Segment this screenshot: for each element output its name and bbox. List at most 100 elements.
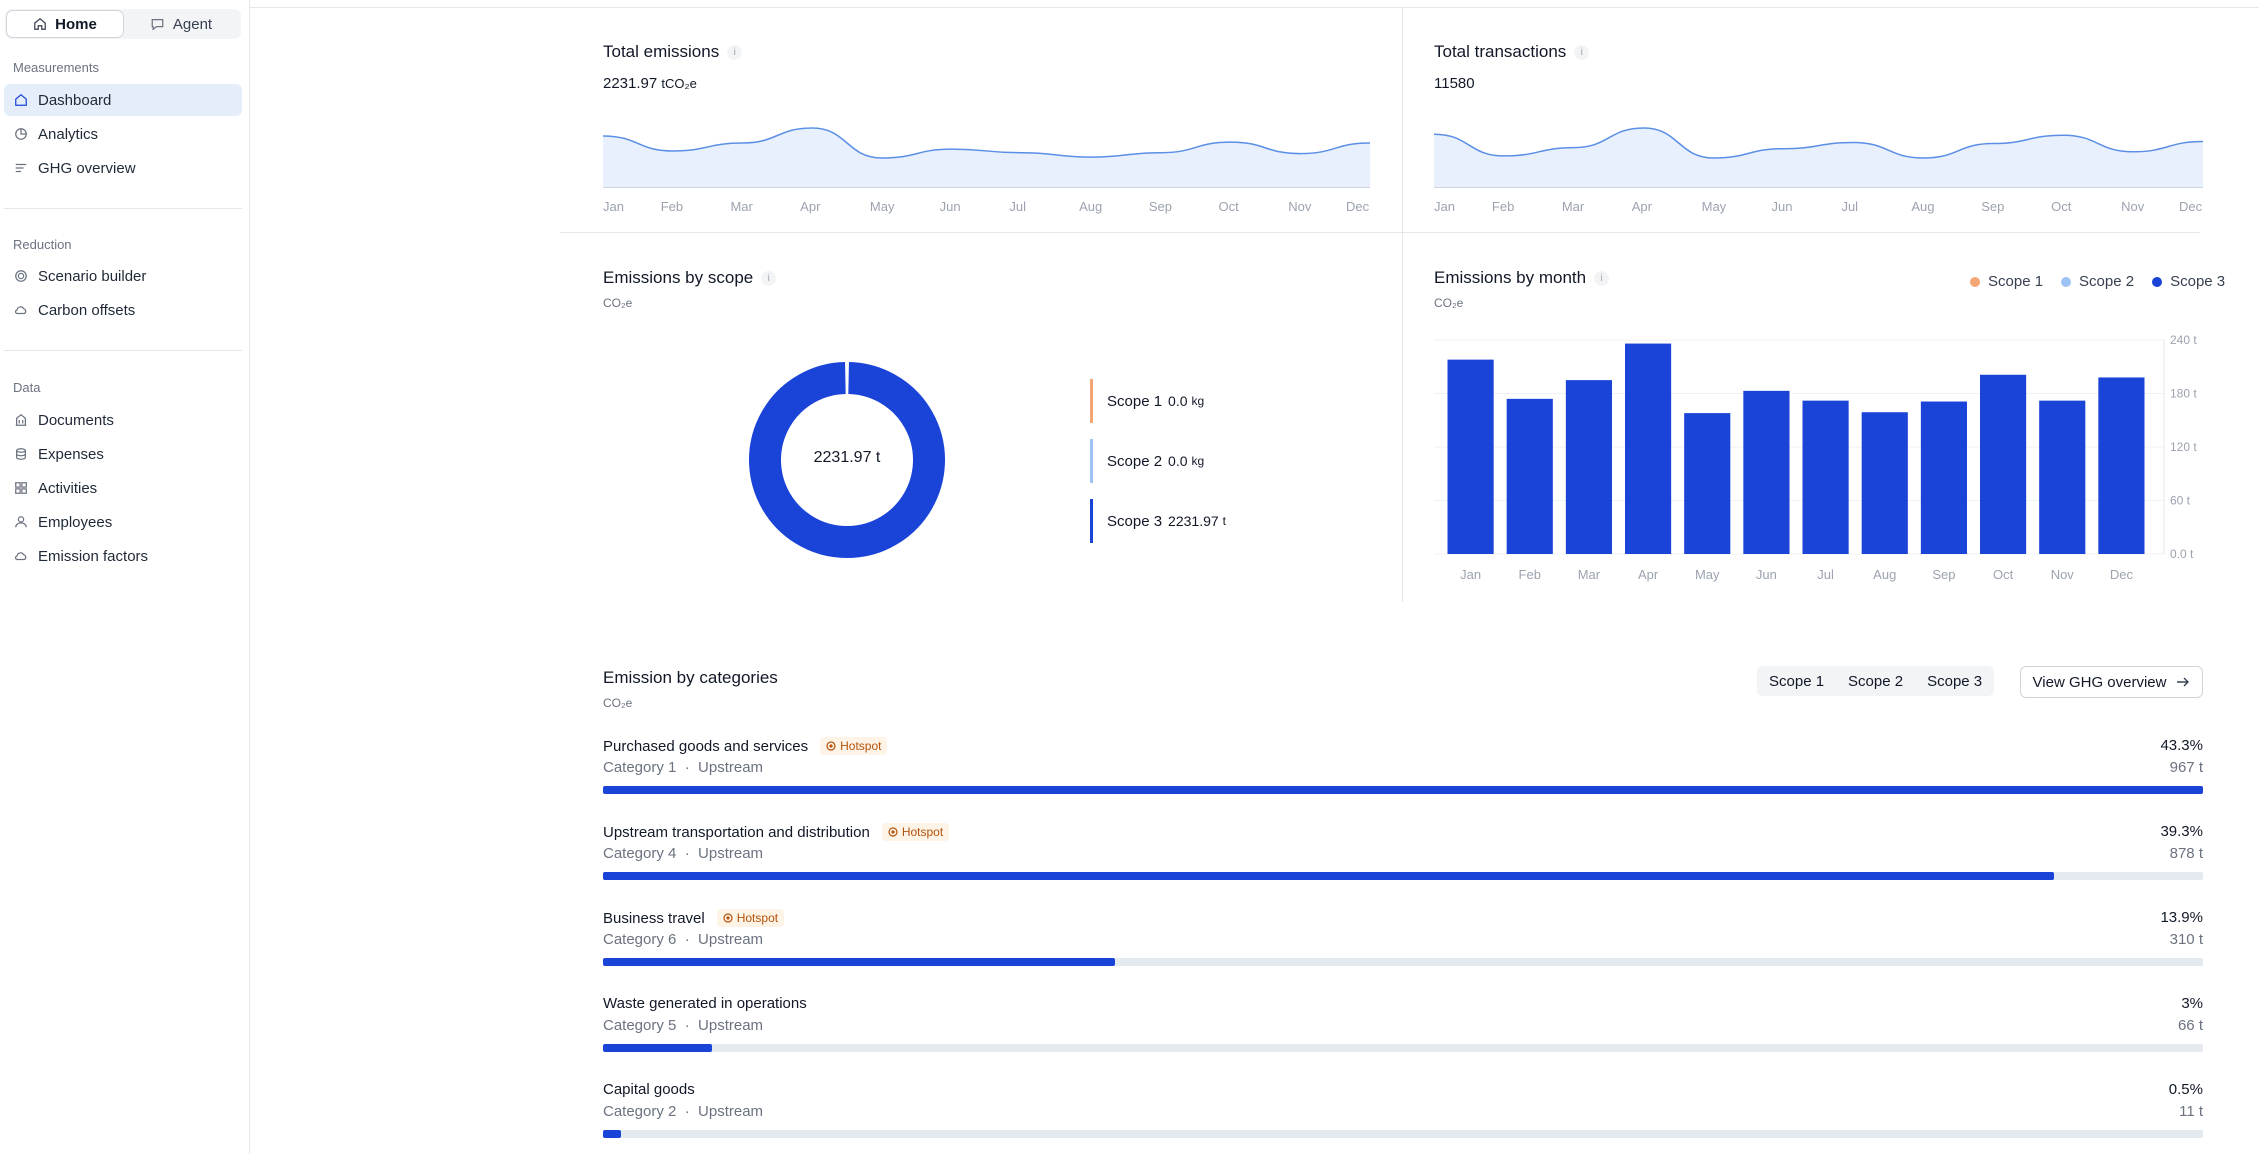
scope-legend-item: Scope 3 2231.97 t — [1090, 499, 1226, 543]
scope-color-bar — [1090, 379, 1093, 423]
section-title-data: Data — [13, 380, 41, 395]
y-tick-label: 60 t — [2170, 494, 2191, 508]
month-bar[interactable] — [1743, 390, 1790, 554]
x-tick-label: Apr — [1638, 567, 1659, 582]
area-fill — [603, 128, 1370, 188]
month-tick-label: Jun — [939, 199, 961, 214]
total-emissions-value: 2231.97 tCO₂e — [603, 75, 697, 92]
sidebar-item-dashboard[interactable]: Dashboard — [4, 84, 242, 116]
section-title-measurements: Measurements — [13, 60, 99, 75]
x-tick-label: May — [1695, 567, 1720, 582]
month-tick-label: Nov — [2121, 199, 2145, 214]
sidebar-item-expenses[interactable]: Expenses — [4, 438, 242, 470]
month-bar[interactable] — [1625, 343, 1672, 554]
category-row[interactable]: Purchased goods and services Hotspot Categ… — [603, 737, 2203, 817]
home-tab[interactable]: Home — [7, 11, 123, 37]
target-icon — [15, 270, 27, 282]
x-tick-label: Feb — [1519, 567, 1541, 582]
area-line — [603, 127, 1370, 159]
info-icon[interactable]: i — [761, 270, 777, 286]
month-bar[interactable] — [1861, 412, 1908, 554]
chart-pie-icon — [15, 128, 27, 140]
sidebar-item-documents[interactable]: Documents — [4, 404, 242, 436]
sidebar-divider — [4, 350, 242, 351]
filter-scope-3[interactable]: Scope 3 — [1927, 672, 1983, 690]
category-name: Capital goods — [603, 1081, 695, 1098]
month-bar[interactable] — [1684, 413, 1731, 554]
category-row[interactable]: Business travel Hotspot Category 6 · Upstr… — [603, 909, 2203, 989]
scope-filter-group: Scope 1 Scope 2 Scope 3 — [1757, 666, 1995, 696]
filter-scope-1[interactable]: Scope 1 — [1769, 672, 1825, 690]
home-icon — [15, 93, 27, 106]
scope-label: Scope 3 — [1107, 512, 1163, 530]
category-meta: Category 2 · Upstream — [603, 1103, 764, 1120]
emissions-by-scope-title: Emissions by scope i — [603, 268, 777, 288]
scope-unit: t — [1222, 514, 1226, 528]
month-tick-label: Aug — [1911, 199, 1935, 214]
sidebar-item-analytics[interactable]: Analytics — [4, 118, 242, 150]
card-title: Emissions by scope — [603, 268, 754, 287]
card-title: Emissions by month — [1434, 268, 1587, 287]
category-name-text: Purchased goods and services — [603, 737, 809, 755]
category-name-text: Waste generated in operations — [603, 995, 807, 1012]
info-icon[interactable]: i — [1574, 44, 1590, 60]
month-bar[interactable] — [1802, 400, 1849, 554]
month-bar[interactable] — [1980, 374, 2027, 554]
category-percent: 39.3% — [2160, 823, 2203, 840]
x-tick-label: Jun — [1756, 567, 1777, 582]
chat-icon — [151, 19, 164, 31]
view-ghg-overview-label: View GHG overview — [2032, 673, 2167, 691]
y-tick-label: 180 t — [2170, 387, 2197, 401]
total-emissions-title: Total emissions i — [603, 42, 743, 62]
x-tick-label: Mar — [1578, 567, 1601, 582]
info-icon[interactable]: i — [1594, 270, 1610, 286]
month-bar[interactable] — [1447, 359, 1494, 554]
header-divider — [250, 7, 2259, 8]
month-bar[interactable] — [1920, 401, 1967, 554]
sidebar-item-employees[interactable]: Employees — [4, 506, 242, 538]
column-divider — [1402, 8, 1403, 602]
x-tick-label: Nov — [2051, 567, 2075, 582]
filter-scope-2[interactable]: Scope 2 — [1848, 672, 1904, 690]
category-progress-fill — [603, 1130, 621, 1138]
donut-slice[interactable] — [749, 362, 945, 558]
donut-center-label: 2231.97 t — [813, 449, 881, 466]
sidebar-item-ghg-overview[interactable]: GHG overview — [4, 152, 242, 184]
scope-color-bar — [1090, 439, 1093, 483]
sidebar-item-activities[interactable]: Activities — [4, 472, 242, 504]
category-row[interactable]: Waste generated in operations Category 5 … — [603, 995, 2203, 1075]
category-amount: 310 t — [2169, 931, 2203, 948]
month-tick-label: Mar — [1561, 199, 1585, 214]
x-tick-label: Dec — [2110, 567, 2134, 582]
legend-label: Scope 3 — [2170, 273, 2226, 290]
view-ghg-overview-button[interactable]: View GHG overview — [2020, 666, 2203, 698]
month-bar[interactable] — [1565, 380, 1612, 554]
month-tick-label: Sep — [1148, 199, 1172, 214]
x-tick-label: Jan — [1460, 567, 1481, 582]
list-icon — [15, 163, 27, 173]
category-name: Business travel Hotspot — [603, 909, 785, 927]
sidebar-item-carbon-offsets[interactable]: Carbon offsets — [4, 294, 242, 326]
category-row[interactable]: Capital goods Category 2 · Upstream 0.5% 11… — [603, 1081, 2203, 1161]
grid-icon — [15, 482, 27, 494]
category-row[interactable]: Upstream transportation and distribution… — [603, 823, 2203, 903]
sidebar-item-label: Documents — [38, 411, 114, 429]
sidebar-item-label: Carbon offsets — [38, 301, 136, 319]
home-icon — [34, 17, 47, 30]
unit-label: CO₂e — [1434, 296, 1464, 310]
agent-tab[interactable]: Agent — [123, 11, 239, 37]
month-bar[interactable] — [2098, 377, 2145, 554]
sidebar-item-label: Analytics — [38, 125, 99, 143]
category-amount: 878 t — [2169, 845, 2203, 862]
info-icon[interactable]: i — [727, 44, 743, 60]
cloud-icon — [14, 306, 27, 315]
sidebar-item-label: Dashboard — [38, 91, 112, 109]
sidebar-item-emission-factors[interactable]: Emission factors — [4, 540, 242, 572]
month-bar[interactable] — [1506, 398, 1553, 554]
category-meta: Category 4 · Upstream — [603, 845, 764, 862]
sidebar-item-scenario-builder[interactable]: Scenario builder — [4, 260, 242, 292]
month-bar[interactable] — [2039, 400, 2086, 554]
agent-tab-label: Agent — [172, 15, 213, 33]
unit-label: CO₂e — [603, 696, 633, 710]
hotspot-label: Hotspot — [840, 739, 882, 753]
